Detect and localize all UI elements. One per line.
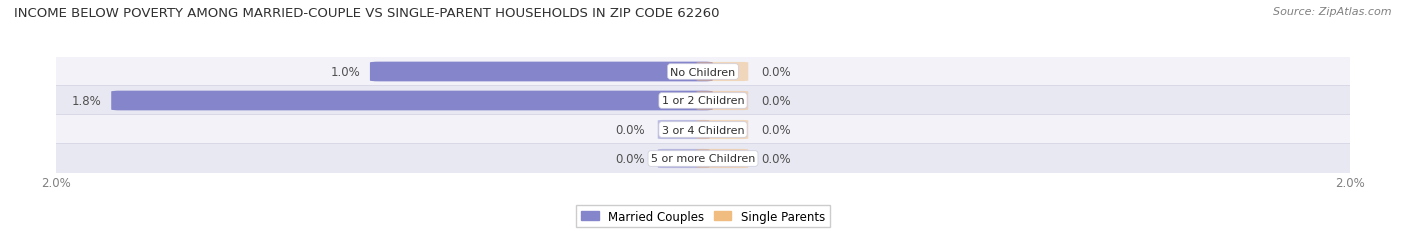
Text: 0.0%: 0.0% [761, 152, 790, 165]
FancyBboxPatch shape [696, 120, 748, 140]
FancyBboxPatch shape [49, 57, 1357, 87]
FancyBboxPatch shape [111, 91, 713, 111]
Text: 0.0%: 0.0% [616, 152, 645, 165]
FancyBboxPatch shape [696, 63, 748, 82]
Text: 0.0%: 0.0% [761, 66, 790, 79]
Text: 0.0%: 0.0% [616, 123, 645, 137]
Text: 0.0%: 0.0% [761, 123, 790, 137]
FancyBboxPatch shape [49, 86, 1357, 116]
Legend: Married Couples, Single Parents: Married Couples, Single Parents [576, 205, 830, 228]
Text: 1.8%: 1.8% [72, 94, 101, 108]
Text: 1 or 2 Children: 1 or 2 Children [662, 96, 744, 106]
Text: No Children: No Children [671, 67, 735, 77]
Text: 0.0%: 0.0% [761, 94, 790, 108]
FancyBboxPatch shape [658, 120, 710, 140]
Text: INCOME BELOW POVERTY AMONG MARRIED-COUPLE VS SINGLE-PARENT HOUSEHOLDS IN ZIP COD: INCOME BELOW POVERTY AMONG MARRIED-COUPL… [14, 7, 720, 20]
Text: 3 or 4 Children: 3 or 4 Children [662, 125, 744, 135]
Text: 5 or more Children: 5 or more Children [651, 154, 755, 164]
FancyBboxPatch shape [370, 62, 713, 82]
FancyBboxPatch shape [658, 149, 710, 168]
FancyBboxPatch shape [49, 144, 1357, 174]
FancyBboxPatch shape [49, 115, 1357, 145]
FancyBboxPatch shape [696, 91, 748, 111]
FancyBboxPatch shape [696, 149, 748, 168]
Text: Source: ZipAtlas.com: Source: ZipAtlas.com [1274, 7, 1392, 17]
Text: 1.0%: 1.0% [330, 66, 360, 79]
